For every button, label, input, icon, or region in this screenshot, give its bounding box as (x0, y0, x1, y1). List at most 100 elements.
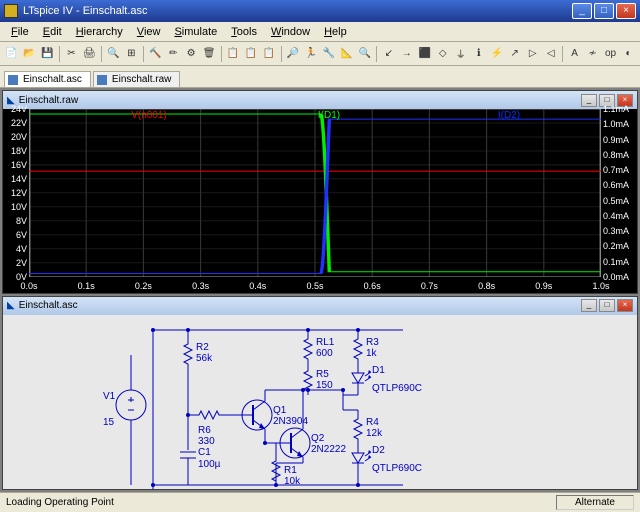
svg-text:R3: R3 (366, 337, 379, 348)
window-buttons: _ □ × (572, 3, 636, 19)
tool-button[interactable]: 📋 (243, 45, 260, 63)
svg-text:Q2: Q2 (311, 433, 325, 444)
menu-view[interactable]: View (130, 24, 168, 40)
workspace: ◣ Einschalt.raw _ □ × 24V22V20V18V16V14V… (0, 88, 640, 492)
tool-button[interactable]: 🔍 (105, 45, 122, 63)
schematic-icon: ◣ (7, 300, 15, 311)
menu-tools[interactable]: Tools (224, 24, 264, 40)
schematic-titlebar: ◣ Einschalt.asc _ □ × (3, 297, 637, 315)
svg-text:2N2222: 2N2222 (311, 444, 346, 455)
tool-button[interactable]: ✂ (63, 45, 80, 63)
svg-text:R6: R6 (198, 425, 211, 436)
svg-text:D2: D2 (372, 445, 385, 456)
yaxis-right: 1.1mA1.0mA0.9mA0.8mA0.7mA0.6mA0.5mA0.4mA… (601, 109, 635, 277)
app-icon (4, 4, 18, 18)
tool-button[interactable]: 🖨 (81, 45, 98, 63)
schematic-title: Einschalt.asc (19, 300, 579, 311)
tool-button[interactable]: ◐ (620, 45, 637, 63)
tool-button[interactable]: 📂 (21, 45, 38, 63)
menu-help[interactable]: Help (317, 24, 354, 40)
tool-button[interactable]: → (398, 45, 415, 63)
toolbar: 📄📂💾✂🖨🔍⊞🔨✏⚙🗑📋📋📋🔎🏃🔧📐🔍↙→⬛◇⏚ℹ⚡↗▷◁A≁op◐ (0, 42, 640, 66)
tool-button[interactable]: ↙ (380, 45, 397, 63)
plot-minimize-button[interactable]: _ (581, 94, 597, 107)
svg-text:Q1: Q1 (273, 405, 287, 416)
menu-edit[interactable]: Edit (36, 24, 69, 40)
tool-button[interactable]: 🏃 (302, 45, 319, 63)
svg-text:1k: 1k (366, 348, 378, 359)
tab[interactable]: Einschalt.raw (93, 71, 180, 87)
menu-window[interactable]: Window (264, 24, 317, 40)
trace-label[interactable]: V(n001) (131, 110, 167, 121)
svg-text:56k: 56k (196, 353, 213, 364)
status-mode: Alternate (556, 495, 634, 510)
plot-canvas: V(n001) I(D1) I(D2) (29, 109, 601, 277)
svg-text:10k: 10k (284, 476, 301, 487)
tabbar: Einschalt.ascEinschalt.raw (0, 66, 640, 88)
menu-hierarchy[interactable]: Hierarchy (69, 24, 130, 40)
svg-text:QTLP690C: QTLP690C (372, 383, 422, 394)
svg-text:100µ: 100µ (198, 459, 221, 470)
tool-button[interactable]: 💾 (39, 45, 56, 63)
tool-button[interactable]: 📋 (225, 45, 242, 63)
svg-text:15: 15 (103, 417, 115, 428)
svg-text:C1: C1 (198, 447, 211, 458)
plot-titlebar: ◣ Einschalt.raw _ □ × (3, 91, 637, 109)
tool-button[interactable]: A (566, 45, 583, 63)
tool-button[interactable]: 🗑 (201, 45, 218, 63)
tool-button[interactable]: ⚡ (488, 45, 505, 63)
tool-button[interactable]: 📋 (261, 45, 278, 63)
window-title: LTspice IV - Einschalt.asc (23, 5, 572, 17)
status-text: Loading Operating Point (6, 497, 556, 508)
schematic-minimize-button[interactable]: _ (581, 299, 597, 312)
tool-button[interactable]: ◁ (542, 45, 559, 63)
plot-window: ◣ Einschalt.raw _ □ × 24V22V20V18V16V14V… (2, 90, 638, 294)
svg-text:R4: R4 (366, 417, 379, 428)
menubar: FileEditHierarchyViewSimulateToolsWindow… (0, 22, 640, 42)
tool-button[interactable]: ≁ (584, 45, 601, 63)
schematic-area[interactable]: V115R256kR6330C1100µQ12N3904Q22N2222R110… (3, 315, 637, 489)
tool-button[interactable]: ▷ (524, 45, 541, 63)
tool-button[interactable]: ⊞ (123, 45, 140, 63)
statusbar: Loading Operating Point Alternate (0, 492, 640, 512)
close-button[interactable]: × (616, 3, 636, 19)
tool-button[interactable]: ✏ (165, 45, 182, 63)
svg-text:R5: R5 (316, 369, 329, 380)
svg-text:D1: D1 (372, 365, 385, 376)
tool-button[interactable]: 🔎 (284, 45, 301, 63)
svg-text:600: 600 (316, 348, 333, 359)
minimize-button[interactable]: _ (572, 3, 592, 19)
trace-label[interactable]: I(D2) (498, 110, 520, 121)
svg-text:R1: R1 (284, 465, 297, 476)
plot-title: Einschalt.raw (19, 95, 579, 106)
tool-button[interactable]: ↗ (506, 45, 523, 63)
titlebar: LTspice IV - Einschalt.asc _ □ × (0, 0, 640, 22)
tool-button[interactable]: ⚙ (183, 45, 200, 63)
tool-button[interactable]: ⏚ (452, 45, 469, 63)
schematic-maximize-button[interactable]: □ (599, 299, 615, 312)
menu-simulate[interactable]: Simulate (167, 24, 224, 40)
tool-button[interactable]: 🔧 (320, 45, 337, 63)
trace-label[interactable]: I(D1) (318, 110, 340, 121)
svg-text:150: 150 (316, 380, 333, 391)
tool-button[interactable]: ⬛ (416, 45, 433, 63)
tool-button[interactable]: 🔍 (356, 45, 373, 63)
menu-file[interactable]: File (4, 24, 36, 40)
tool-button[interactable]: 🔨 (147, 45, 164, 63)
tool-button[interactable]: op (602, 45, 619, 63)
maximize-button[interactable]: □ (594, 3, 614, 19)
tool-button[interactable]: ◇ (434, 45, 451, 63)
tool-button[interactable]: 📄 (3, 45, 20, 63)
svg-text:V1: V1 (103, 391, 116, 402)
plot-area[interactable]: 24V22V20V18V16V14V12V10V8V6V4V2V0V 1.1mA… (3, 109, 637, 293)
tool-button[interactable]: ℹ (470, 45, 487, 63)
yaxis-left: 24V22V20V18V16V14V12V10V8V6V4V2V0V (5, 109, 29, 277)
svg-text:R2: R2 (196, 342, 209, 353)
schematic-window: ◣ Einschalt.asc _ □ × V115R256kR6330C110… (2, 296, 638, 490)
svg-text:12k: 12k (366, 428, 383, 439)
svg-text:330: 330 (198, 436, 215, 447)
tab[interactable]: Einschalt.asc (4, 71, 91, 87)
tool-button[interactable]: 📐 (338, 45, 355, 63)
schematic-close-button[interactable]: × (617, 299, 633, 312)
svg-text:QTLP690C: QTLP690C (372, 463, 422, 474)
